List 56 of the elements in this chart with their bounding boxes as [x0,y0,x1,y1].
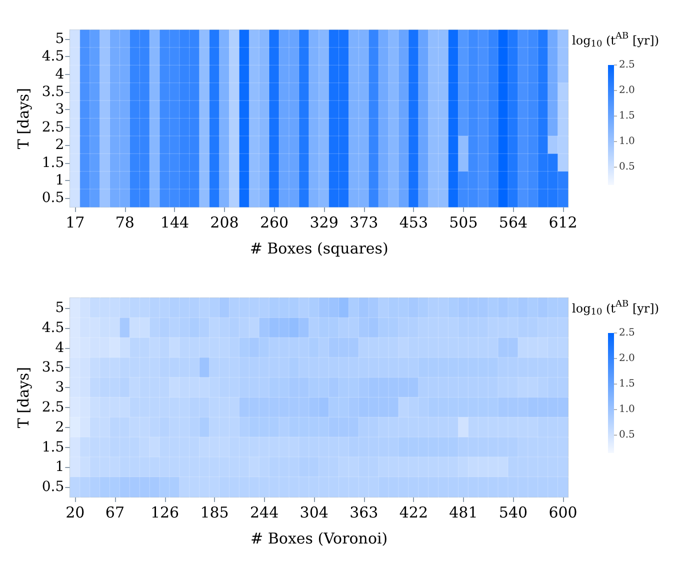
x-tick-label: 422 [399,504,428,522]
x-tick-label: 17 [66,214,85,232]
x-tick-label: 505 [449,214,478,232]
x-tick-label: 67 [105,504,125,522]
y-axis-title: T [days] [14,88,32,150]
color-bar-label: 1.5 [619,110,635,122]
x-tick-label: 304 [300,504,328,522]
color-bar-label: 2.5 [619,60,635,70]
color-bar-label: 2.0 [619,85,635,96]
x-tick-label: 540 [498,504,528,522]
color-bar-label: 1.0 [619,136,635,148]
x-tick-label: 481 [449,504,478,522]
x-tick-label: 564 [498,214,528,232]
color-bar-label: 1.0 [619,404,635,416]
y-tick-label: 4 [55,66,64,82]
y-tick-label: 3.5 [42,84,64,100]
color-bar-label: 1.5 [619,378,635,390]
y-tick-label: 0.5 [42,479,64,496]
y-tick-label: 2 [55,419,64,436]
color-bar-label: 2.0 [619,353,635,364]
x-tick-label: 208 [210,214,239,232]
y-tick-label: 5 [55,300,64,316]
y-axis-title: T [days] [14,366,32,428]
color-bar-label: 0.5 [619,162,635,173]
x-tick-label: 20 [66,504,85,522]
y-tick-label: 1 [55,459,64,476]
color-bar-label: 2.5 [619,328,635,338]
x-tick-label: 78 [115,214,134,232]
x-tick-label: 260 [260,214,289,232]
y-tick-label: 1.5 [42,154,64,171]
y-tick-label: 4.5 [42,48,64,65]
x-tick-label: 453 [399,214,428,232]
x-tick-label: 329 [310,214,338,232]
color-bar-label: 0.5 [619,430,635,441]
x-tick-label: 244 [250,504,279,522]
x-tick-label: 144 [160,214,190,232]
x-tick-label: 612 [548,214,578,232]
x-axis-title: # Boxes (Voronoi) [250,530,388,548]
x-tick-label: 126 [150,504,180,522]
x-tick-label: 363 [350,504,378,522]
y-tick-label: 1 [55,172,64,188]
y-tick-label: 3 [55,102,64,118]
y-tick-label: 5 [55,30,64,47]
x-tick-label: 600 [548,504,578,522]
x-axis-title: # Boxes (squares) [250,240,388,258]
y-tick-label: 2.5 [42,119,64,136]
y-tick-label: 2.5 [42,399,64,416]
y-tick-label: 0.5 [42,190,64,206]
x-tick-label: 185 [200,504,229,522]
y-tick-label: 4.5 [42,320,64,336]
y-tick-label: 1.5 [42,439,64,456]
y-tick-label: 3.5 [42,360,64,376]
y-tick-label: 4 [55,340,64,356]
y-tick-label: 2 [55,137,64,154]
x-tick-label: 373 [350,214,378,232]
y-tick-label: 3 [55,380,64,396]
